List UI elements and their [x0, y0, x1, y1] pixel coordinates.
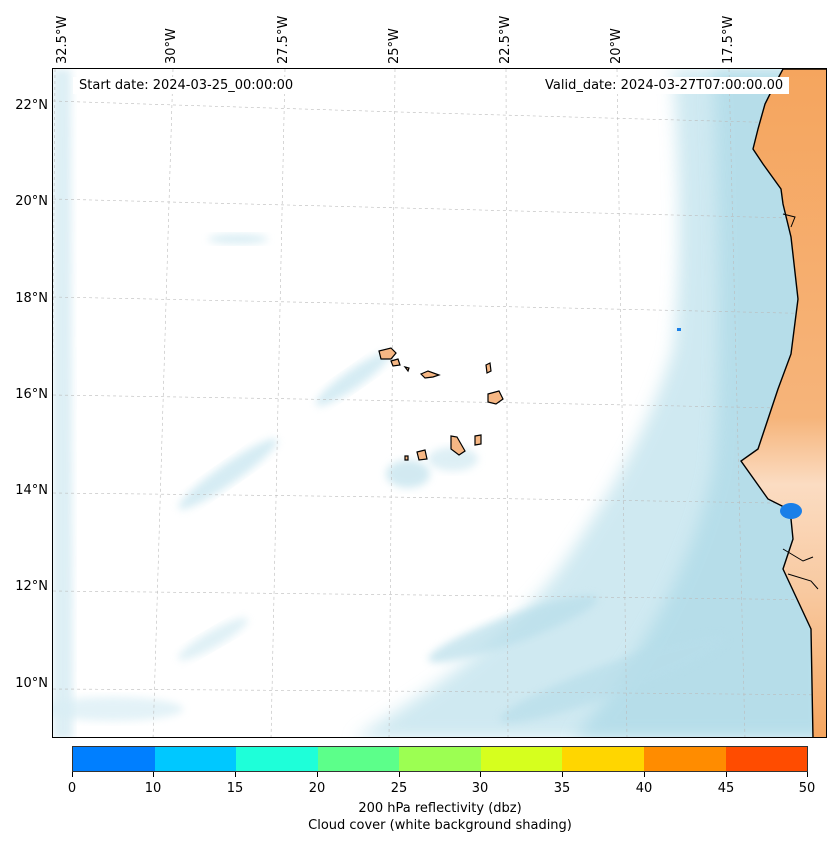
reflectivity-echoes — [677, 328, 802, 519]
cloud-cover-layer — [53, 69, 826, 737]
map-canvas — [53, 69, 826, 737]
colorbar-segment-30-35 — [480, 747, 563, 771]
island-santa-luzia — [403, 366, 410, 373]
lon-label-30w: 30°W — [164, 28, 179, 64]
lon-label-27-5w: 27.5°W — [276, 15, 291, 64]
colorbar-tick — [317, 772, 318, 777]
colorbar-segment-10-15 — [154, 747, 237, 771]
lat-label-20n: 20°N — [15, 194, 48, 209]
colorbar-segment-15-20 — [236, 747, 318, 771]
reflectivity-blob-large — [780, 503, 802, 519]
colorbar-tick-label: 50 — [798, 781, 816, 796]
colorbar-tick-label: 15 — [226, 781, 244, 796]
island-boa-vista — [487, 390, 504, 405]
colorbar-tick-label: 40 — [635, 781, 653, 796]
island-sao-nicolau — [419, 370, 441, 379]
lat-label-14n: 14°N — [15, 483, 48, 498]
lat-label-18n: 18°N — [15, 291, 48, 306]
river-inlet — [782, 213, 796, 228]
lon-label-25w: 25°W — [387, 28, 402, 64]
island-santo-antao — [378, 347, 397, 360]
island-fogo — [416, 449, 428, 461]
lat-label-22n: 22°N — [15, 98, 48, 113]
lat-label-16n: 16°N — [15, 387, 48, 402]
colorbar-tick-label: 35 — [553, 781, 571, 796]
colorbar-segment-0-10 — [73, 747, 155, 771]
colorbar-tick-label: 0 — [67, 781, 77, 796]
graticule — [53, 69, 826, 737]
colorbar-segment-25-30 — [399, 747, 481, 771]
colorbar-segment-35-40 — [562, 747, 644, 771]
africa-landmass — [740, 69, 826, 737]
lon-label-20w: 20°W — [609, 28, 624, 64]
colorbar-tick — [153, 772, 154, 777]
colorbar-tick — [235, 772, 236, 777]
colorbar-segment-20-25 — [317, 747, 400, 771]
island-maio — [474, 434, 482, 446]
island-sao-vicente — [390, 358, 401, 367]
colorbar-segment-40-45 — [643, 747, 726, 771]
island-sal — [485, 362, 492, 374]
colorbar-tick — [72, 772, 73, 777]
coast-inlet-south-2 — [787, 573, 819, 590]
lat-label-12n: 12°N — [15, 579, 48, 594]
map-panel[interactable] — [52, 68, 827, 738]
colorbar-tick — [644, 772, 645, 777]
colorbar-tick-label: 10 — [144, 781, 162, 796]
reflectivity-blob-small — [677, 328, 681, 331]
colorbar-segment-45-50 — [725, 747, 808, 771]
colorbar-subtitle: Cloud cover (white background shading) — [308, 818, 572, 833]
island-brava — [404, 455, 409, 461]
island-santiago — [450, 435, 466, 456]
coast-inlet-south — [782, 548, 814, 562]
reflectivity-colorbar — [72, 746, 808, 772]
colorbar-tick-label: 30 — [471, 781, 489, 796]
colorbar-tick — [399, 772, 400, 777]
lat-label-10n: 10°N — [15, 676, 48, 691]
cape-verde-islands — [378, 347, 504, 461]
colorbar-tick — [726, 772, 727, 777]
colorbar-title: 200 hPa reflectivity (dbz) — [358, 801, 522, 816]
colorbar-tick — [480, 772, 481, 777]
lon-label-32-5w: 32.5°W — [55, 15, 70, 64]
colorbar-tick — [562, 772, 563, 777]
lon-label-22-5w: 22.5°W — [498, 15, 513, 64]
colorbar-tick — [807, 772, 808, 777]
lon-label-17-5w: 17.5°W — [721, 15, 736, 64]
colorbar-tick-label: 45 — [717, 781, 735, 796]
start-date-label: Start date: 2024-03-25_00:00:00 — [73, 77, 300, 94]
colorbar-tick-label: 20 — [308, 781, 326, 796]
valid-date-label: Valid_date: 2024-03-27T07:00:00.00 — [539, 77, 790, 94]
colorbar-tick-label: 25 — [390, 781, 408, 796]
